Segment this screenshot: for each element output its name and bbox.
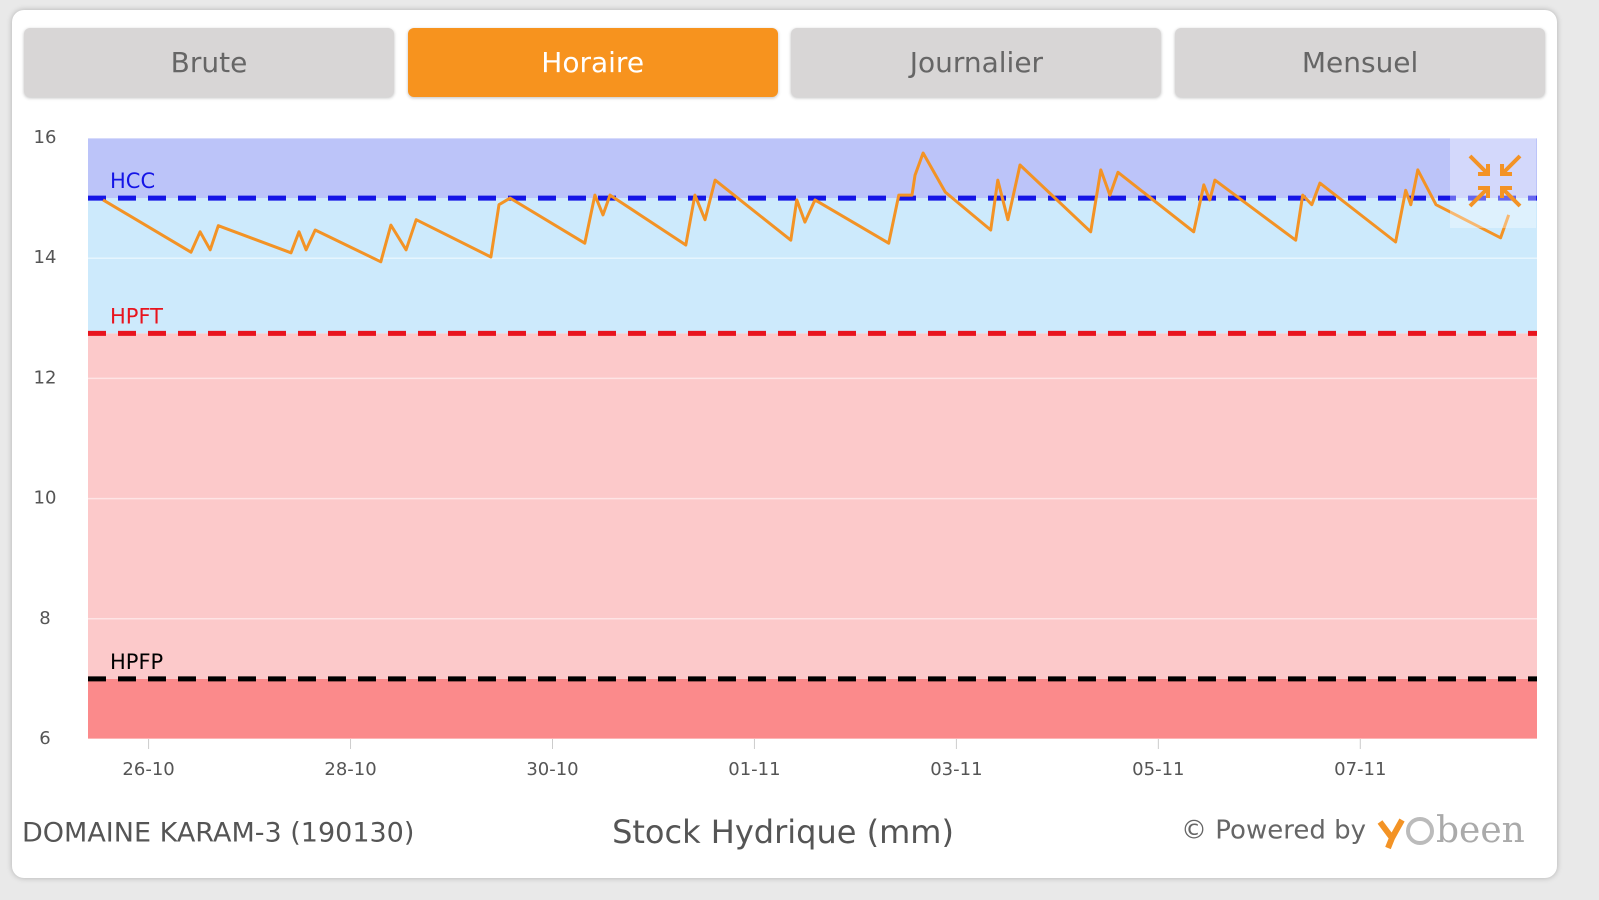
station-name: DOMAINE KARAM-3 (190130) [22, 818, 414, 849]
zone [88, 333, 1537, 679]
tab[interactable]: Horaire [407, 28, 778, 97]
x-tick-label: 30-10 [526, 759, 578, 780]
data-line [102, 151, 1511, 264]
collapse-icon[interactable] [1450, 138, 1536, 228]
y-tick-label: 12 [34, 367, 57, 388]
logo-mark [1406, 817, 1434, 845]
zone [88, 678, 1537, 739]
logo: been [1436, 810, 1525, 851]
x-tick-label: 26-10 [122, 759, 174, 780]
threshold-label: HPFP [110, 650, 163, 674]
x-tick-label: 07-11 [1334, 759, 1386, 780]
y-tick-label: 8 [39, 608, 50, 629]
tab[interactable]: Mensuel [1175, 28, 1546, 97]
x-tick-label: 05-11 [1132, 759, 1184, 780]
tab[interactable]: Brute [24, 28, 394, 97]
zone [88, 198, 1537, 334]
y-tick-label: 6 [39, 728, 50, 749]
logo-mark [1377, 818, 1405, 850]
x-tick-label: 03-11 [930, 759, 982, 780]
y-tick-label: 14 [34, 247, 57, 268]
tab[interactable]: Journalier [791, 28, 1162, 97]
x-tick-label: 28-10 [324, 759, 376, 780]
chart-title: Stock Hydrique (mm) [612, 813, 954, 851]
zone [88, 138, 1537, 199]
y-tick-label: 16 [34, 127, 57, 148]
threshold-label: HPFT [110, 304, 163, 328]
threshold-label: HCC [110, 169, 155, 193]
powered-by: © Powered by [1181, 816, 1366, 846]
x-tick-label: 01-11 [728, 759, 780, 780]
y-tick-label: 10 [34, 488, 57, 509]
